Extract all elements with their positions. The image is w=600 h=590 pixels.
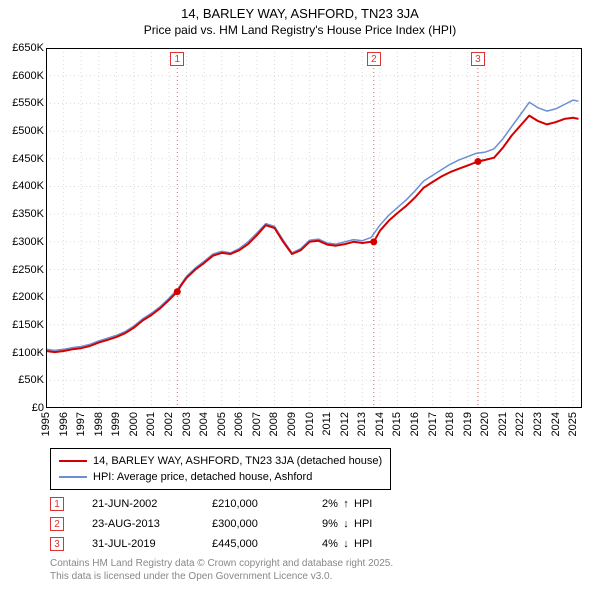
y-tick-label: £300K — [0, 236, 44, 248]
x-tick-label: 2019 — [462, 412, 474, 436]
event-price: £445,000 — [212, 538, 322, 550]
x-tick-label: 2018 — [444, 412, 456, 436]
y-tick-label: £150K — [0, 319, 44, 331]
event-row: 3 31-JUL-2019 £445,000 4% ↓ HPI — [50, 534, 432, 554]
x-tick-label: 2025 — [567, 412, 579, 436]
arrow-down-icon: ↓ — [341, 538, 351, 550]
x-tick-label: 2013 — [356, 412, 368, 436]
event-date: 31-JUL-2019 — [92, 538, 212, 550]
event-marker-box: 2 — [50, 517, 64, 531]
x-tick-label: 2012 — [339, 412, 351, 436]
y-tick-label: £450K — [0, 153, 44, 165]
x-tick-label: 2023 — [532, 412, 544, 436]
arrow-up-icon: ↑ — [341, 498, 351, 510]
y-tick-label: £500K — [0, 125, 44, 137]
x-tick-label: 1996 — [58, 412, 70, 436]
plot-area — [46, 48, 582, 408]
event-delta: 2% ↑ HPI — [322, 498, 432, 510]
y-tick-label: £550K — [0, 97, 44, 109]
x-tick-label: 2000 — [128, 412, 140, 436]
event-marker-box: 1 — [50, 497, 64, 511]
x-tick-label: 2005 — [216, 412, 228, 436]
event-delta: 9% ↓ HPI — [322, 518, 432, 530]
x-tick-label: 2004 — [198, 412, 210, 436]
x-tick-label: 2010 — [304, 412, 316, 436]
y-tick-label: £250K — [0, 264, 44, 276]
y-tick-label: £600K — [0, 70, 44, 82]
chart-svg — [46, 48, 582, 408]
legend-swatch — [59, 476, 87, 478]
event-date: 21-JUN-2002 — [92, 498, 212, 510]
legend-row: 14, BARLEY WAY, ASHFORD, TN23 3JA (detac… — [59, 453, 382, 469]
x-tick-label: 2009 — [286, 412, 298, 436]
x-tick-label: 2002 — [163, 412, 175, 436]
legend-label: HPI: Average price, detached house, Ashf… — [93, 471, 312, 483]
chart-title-line2: Price paid vs. HM Land Registry's House … — [0, 23, 600, 37]
footer-line1: Contains HM Land Registry data © Crown c… — [50, 558, 393, 571]
chart-marker-box: 1 — [170, 52, 184, 66]
event-delta: 4% ↓ HPI — [322, 538, 432, 550]
footer-line2: This data is licensed under the Open Gov… — [50, 571, 393, 584]
legend-row: HPI: Average price, detached house, Ashf… — [59, 469, 382, 485]
event-marker-box: 3 — [50, 537, 64, 551]
x-tick-label: 2014 — [374, 412, 386, 436]
x-tick-label: 2015 — [391, 412, 403, 436]
x-tick-label: 2024 — [550, 412, 562, 436]
y-tick-label: £200K — [0, 291, 44, 303]
x-tick-label: 2022 — [514, 412, 526, 436]
x-tick-label: 2008 — [268, 412, 280, 436]
chart-marker-box: 3 — [471, 52, 485, 66]
chart-marker-box: 2 — [367, 52, 381, 66]
x-tick-label: 2001 — [145, 412, 157, 436]
y-tick-label: £650K — [0, 42, 44, 54]
x-tick-label: 2011 — [321, 412, 333, 436]
y-tick-label: £350K — [0, 208, 44, 220]
y-tick-label: £50K — [0, 374, 44, 386]
legend-label: 14, BARLEY WAY, ASHFORD, TN23 3JA (detac… — [93, 455, 382, 467]
y-tick-label: £400K — [0, 180, 44, 192]
y-tick-label: £100K — [0, 347, 44, 359]
legend: 14, BARLEY WAY, ASHFORD, TN23 3JA (detac… — [50, 448, 391, 490]
event-price: £210,000 — [212, 498, 322, 510]
events-table: 1 21-JUN-2002 £210,000 2% ↑ HPI 2 23-AUG… — [50, 494, 432, 554]
y-tick-label: £0 — [0, 402, 44, 414]
x-tick-label: 2007 — [251, 412, 263, 436]
x-tick-label: 1997 — [75, 412, 87, 436]
x-tick-label: 2020 — [479, 412, 491, 436]
x-tick-label: 1998 — [93, 412, 105, 436]
event-price: £300,000 — [212, 518, 322, 530]
x-tick-label: 2003 — [181, 412, 193, 436]
x-tick-label: 2021 — [497, 412, 509, 436]
x-tick-label: 1995 — [40, 412, 52, 436]
x-tick-label: 2016 — [409, 412, 421, 436]
x-tick-label: 2006 — [233, 412, 245, 436]
arrow-down-icon: ↓ — [341, 518, 351, 530]
x-tick-label: 2017 — [427, 412, 439, 436]
chart-title-line1: 14, BARLEY WAY, ASHFORD, TN23 3JA — [0, 6, 600, 21]
legend-swatch — [59, 460, 87, 462]
event-date: 23-AUG-2013 — [92, 518, 212, 530]
event-row: 2 23-AUG-2013 £300,000 9% ↓ HPI — [50, 514, 432, 534]
x-tick-label: 1999 — [110, 412, 122, 436]
event-row: 1 21-JUN-2002 £210,000 2% ↑ HPI — [50, 494, 432, 514]
footer: Contains HM Land Registry data © Crown c… — [50, 558, 393, 583]
